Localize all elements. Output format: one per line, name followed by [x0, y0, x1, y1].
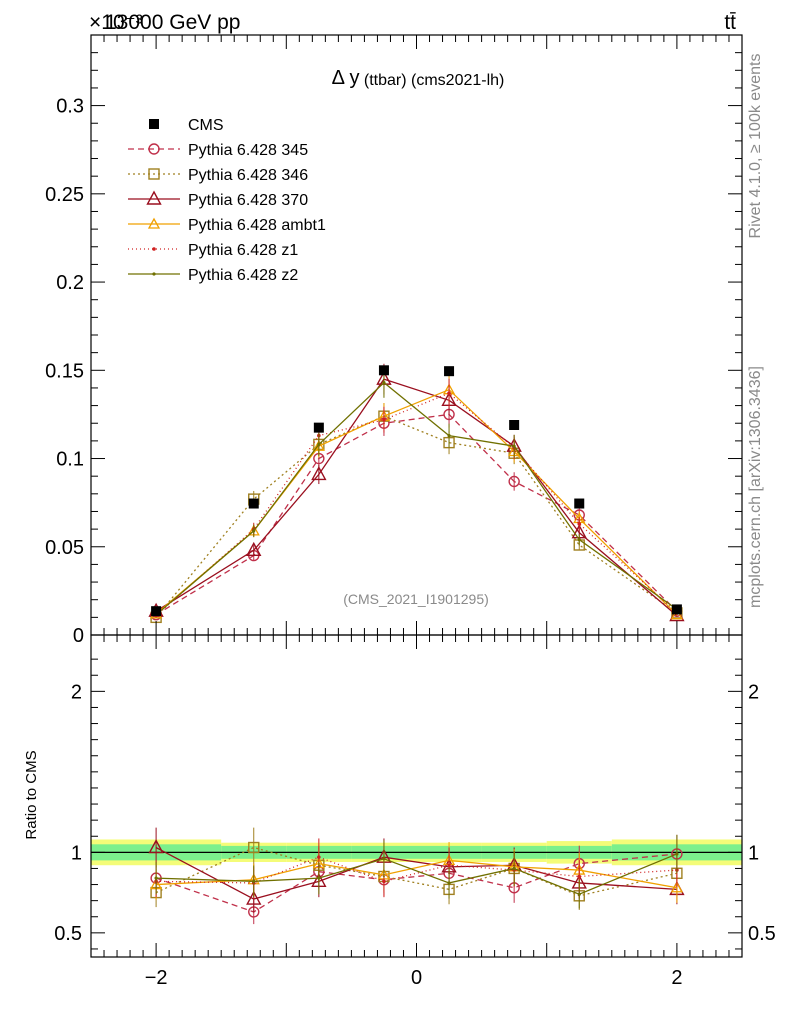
marker-z2 — [154, 876, 158, 880]
legend-label-z2: Pythia 6.428 z2 — [188, 267, 298, 284]
marker-z2 — [252, 529, 256, 533]
series-line-p370 — [155, 846, 677, 900]
marker-cms — [574, 498, 585, 509]
main-ytick-label: 0.25 — [45, 184, 84, 206]
marker-cms — [671, 604, 682, 615]
marker-z2 — [317, 876, 321, 880]
axis-ticks: 0 0.05 0.1 0.15 0.2 0.25 0.3 −2 0 2 0.5 0.5 1 1 2 2 — [45, 35, 776, 989]
plot-title-main: Δ y — [332, 67, 360, 89]
series-line-ambt1 — [155, 388, 678, 616]
marker-p370 — [246, 890, 262, 905]
marker-p370 — [148, 839, 164, 854]
series-line-z2 — [155, 381, 678, 616]
legend-label-z1: Pythia 6.428 z1 — [188, 242, 298, 259]
marker-z1 — [447, 863, 451, 868]
rivet-label: Rivet 4.1.0, ≥ 100k events — [747, 54, 764, 239]
marker-z2 — [382, 381, 386, 385]
legend-marker-ambt1 — [147, 217, 161, 229]
main-ytick-label: 0.15 — [45, 360, 84, 382]
main-ytick-label: 0.05 — [45, 537, 84, 559]
legend: CMS Pythia 6.428 345 Pythia 6.428 346 Pythi… — [128, 117, 326, 284]
marker-z2 — [675, 852, 679, 856]
series-line-p345 — [155, 413, 678, 616]
marker-cms — [313, 422, 324, 433]
marker-p370 — [311, 465, 327, 481]
main-ytick-label: 0 — [73, 625, 84, 647]
marker-cms — [151, 606, 162, 617]
series-line-ambt1 — [156, 859, 678, 889]
marker-z2 — [577, 538, 581, 542]
marker-z1 — [577, 874, 582, 879]
marker-z1 — [382, 879, 386, 884]
ratio-xtick-label: 0 — [411, 967, 422, 989]
ratio-xtick-label: 2 — [671, 967, 682, 989]
plot-title-sub: (ttbar) (cms2021-lh) — [364, 72, 504, 89]
series-line-p346 — [155, 415, 678, 618]
ratio-ytick-label: 0.5 — [54, 923, 82, 945]
legend-label-p346: Pythia 6.428 346 — [188, 167, 308, 184]
marker-cms — [509, 420, 520, 430]
ratio-xtick-label: −2 — [145, 967, 168, 989]
main-ytick-label: 0.1 — [56, 449, 84, 471]
legend-marker-p370 — [146, 190, 162, 205]
main-ytick-label: 0.3 — [56, 96, 84, 118]
legend-marker-z2 — [152, 272, 156, 276]
legend-marker-p345 — [148, 143, 160, 155]
marker-z1 — [447, 391, 451, 396]
marker-z2 — [512, 866, 516, 871]
marker-cms — [248, 498, 259, 509]
marker-z1 — [382, 417, 386, 422]
legend-marker-p346 — [148, 168, 160, 180]
series-line-p370 — [155, 378, 678, 617]
marker-cms — [444, 366, 455, 377]
series-line-z2 — [156, 853, 678, 895]
marker-z2 — [252, 879, 256, 883]
marker-z2 — [577, 892, 581, 896]
analysis-watermark: (CMS_2021_I1901295) — [343, 591, 489, 607]
main-ytick-label: 0.2 — [56, 272, 84, 294]
legend-marker-z1 — [152, 247, 156, 251]
legend-label-cms: CMS — [188, 117, 224, 134]
series-line-p345 — [155, 853, 677, 913]
ratio-ytick-label-right: 2 — [748, 681, 759, 703]
marker-z2 — [447, 881, 451, 885]
marker-z2 — [382, 857, 386, 861]
series-line-z1 — [155, 392, 678, 617]
marker-z1 — [577, 522, 582, 526]
process-label: tt̄ — [724, 11, 736, 34]
ratio-ytick-label: 1 — [71, 842, 82, 864]
marker-p346 — [248, 841, 260, 854]
marker-z2 — [512, 444, 516, 448]
mcplots-label: mcplots.cern.ch [arXiv:1306.3436] — [747, 366, 764, 608]
ratio-uncertainty-band — [91, 839, 742, 866]
marker-ambt1 — [670, 881, 684, 893]
marker-z2 — [317, 442, 321, 447]
ratio-frame — [90, 634, 743, 958]
ratio-ytick-label: 2 — [71, 681, 82, 703]
legend-marker-cms — [149, 119, 159, 129]
plot-title: Δ y (ttbar) (cms2021-lh) — [332, 67, 505, 89]
marker-p345 — [508, 475, 520, 488]
ratio-ytick-label-right: 1 — [748, 842, 759, 864]
exponent-label: ×10⁻³ — [89, 11, 143, 34]
legend-label-p370: Pythia 6.428 370 — [188, 192, 308, 209]
marker-z1 — [317, 855, 321, 859]
marker-z2 — [447, 433, 451, 438]
ratio-ytick-label-right: 0.5 — [748, 923, 776, 945]
energy-label: 13000 GeV pp — [105, 11, 240, 34]
marker-p370 — [246, 541, 262, 556]
legend-label-ambt1: Pythia 6.428 ambt1 — [188, 217, 326, 234]
series-layer — [148, 363, 685, 925]
ratio-ylabel: Ratio to CMS — [23, 750, 40, 839]
marker-cms — [378, 365, 389, 376]
legend-label-p345: Pythia 6.428 345 — [188, 142, 308, 159]
